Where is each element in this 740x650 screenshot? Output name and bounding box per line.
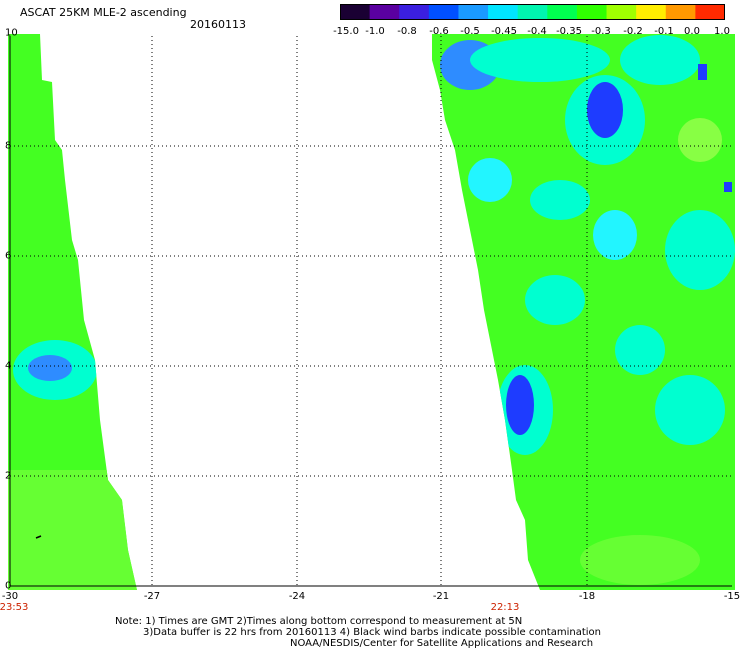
y-tick-label: 4 [5, 360, 12, 372]
right-swath-patch [468, 158, 512, 202]
colorbar-tick-label: -0.1 [654, 26, 674, 37]
colorbar-tick-label: -0.5 [460, 26, 480, 37]
colorbar-segment [606, 4, 637, 20]
colorbar-tick-label: -0.8 [397, 26, 417, 37]
y-tick-label: 8 [5, 140, 12, 152]
colorbar-segment [458, 4, 489, 20]
x-tick-label: -21 [432, 591, 450, 602]
colorbar-tick-label: 1.0 [714, 26, 730, 37]
colorbar-tick-label: -0.2 [623, 26, 643, 37]
colorbar-segment [369, 4, 400, 20]
x-tick-label: -15 [723, 591, 740, 602]
right-swath-patch [678, 118, 722, 162]
right-swath-patch [620, 35, 700, 85]
colorbar-segment [547, 4, 578, 20]
colorbar-tick-label: 0.0 [684, 26, 700, 37]
right-swath-patch [655, 375, 725, 445]
colorbar-tick-label: -15.0 [333, 26, 359, 37]
right-swath-patch [593, 210, 637, 260]
map-date: 20160113 [190, 18, 246, 31]
right-swath-patch [698, 64, 707, 80]
colorbar-segment [340, 4, 371, 20]
right-swath-patch [470, 38, 610, 82]
x-tick-label: -30 [1, 591, 19, 602]
y-tick-label: 2 [5, 470, 12, 482]
colorbar-segment [517, 4, 548, 20]
left-swath [8, 34, 137, 590]
colorbar-segment [428, 4, 459, 20]
colorbar-segment [695, 4, 725, 20]
right-swath-patch [615, 325, 665, 375]
colorbar-tick-label: -0.35 [556, 26, 582, 37]
right-swath-patch [530, 180, 590, 220]
x-tick-label: -27 [143, 591, 161, 602]
colorbar-tick-label: -1.0 [365, 26, 385, 37]
colorbar-tick-label: -0.45 [491, 26, 517, 37]
colorbar-segment [636, 4, 667, 20]
colorbar-segment [665, 4, 696, 20]
colorbar-tick-label: -0.4 [527, 26, 547, 37]
right-swath-patch [580, 535, 700, 585]
left-swath-south [8, 470, 137, 590]
x-tick-label: -24 [288, 591, 306, 602]
footnote-line-3: NOAA/NESDIS/Center for Satellite Applica… [290, 638, 594, 649]
y-tick-label: 10 [5, 27, 18, 39]
colorbar-segment [488, 4, 519, 20]
colorbar [340, 4, 725, 20]
colorbar-ticks: -15.0 -1.0 -0.8 -0.6 -0.5 -0.45 -0.4 -0.35 -0.3 -… [330, 26, 740, 40]
footnote-line-2: 3)Data buffer is 22 hrs from 20160113 4)… [143, 627, 601, 638]
swath-time-label: 22:13 [490, 602, 520, 613]
right-swath-patch [506, 375, 534, 435]
wind-barb [35, 535, 42, 539]
x-tick-label: -18 [578, 591, 596, 602]
map-title: ASCAT 25KM MLE-2 ascending [20, 6, 187, 19]
right-swath-patch [587, 82, 623, 138]
right-swath-patch [665, 210, 735, 290]
left-swath-patch [28, 355, 72, 381]
swath-time-label: 23:53 [0, 602, 29, 613]
colorbar-tick-label: -0.6 [429, 26, 449, 37]
y-tick-label: 6 [5, 250, 12, 262]
right-swath-patch [724, 182, 732, 192]
colorbar-tick-label: -0.3 [591, 26, 611, 37]
y-tick-label: 0 [5, 580, 12, 592]
right-swath-patch [525, 275, 585, 325]
footnote-line-1: Note: 1) Times are GMT 2)Times along bot… [115, 616, 523, 627]
colorbar-segment [576, 4, 608, 20]
colorbar-segment [399, 4, 430, 20]
